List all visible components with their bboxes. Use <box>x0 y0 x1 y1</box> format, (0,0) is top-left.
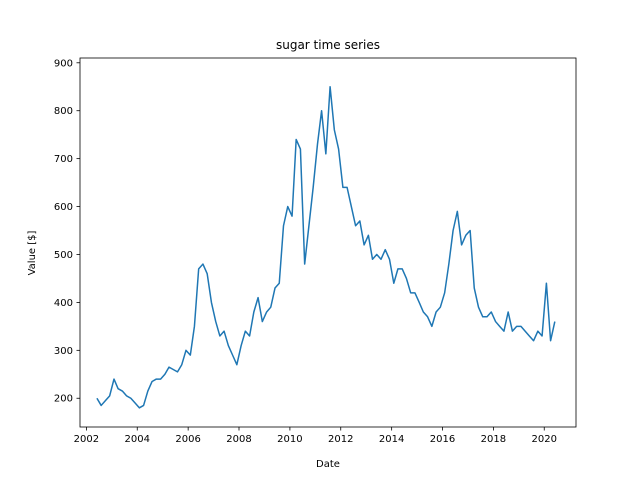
series-line-0 <box>96 86 556 409</box>
x-tick-label: 2002 <box>74 434 99 445</box>
x-tick-label: 2006 <box>175 434 200 445</box>
x-axis-label: Date <box>316 459 340 470</box>
y-tick-label: 700 <box>54 154 73 165</box>
plot-area <box>96 86 556 409</box>
axes-frame <box>79 57 577 428</box>
y-tick-label: 200 <box>54 394 73 405</box>
x-tick-label: 2008 <box>226 434 251 445</box>
y-axis-label: Value [$] <box>27 231 38 276</box>
y-tick-label: 300 <box>54 346 73 357</box>
y-tick-label: 500 <box>54 250 73 261</box>
x-tick-label: 2020 <box>532 434 557 445</box>
x-tick-label: 2014 <box>379 434 404 445</box>
y-tick-label: 400 <box>54 298 73 309</box>
x-tick-label: 2010 <box>277 434 302 445</box>
y-tick-label: 900 <box>54 58 73 69</box>
axes: 2002 2004 2006 2008 2010 2012 2014 2016 2018 2020… <box>54 57 577 445</box>
x-tick-label: 2016 <box>430 434 455 445</box>
y-tick-label: 600 <box>54 202 73 213</box>
x-tick-label: 2018 <box>481 434 506 445</box>
y-tick-label: 800 <box>54 106 73 117</box>
x-tick-label: 2012 <box>328 434 353 445</box>
x-tick-label: 2004 <box>125 434 150 445</box>
chart-title: sugar time series <box>276 38 380 52</box>
